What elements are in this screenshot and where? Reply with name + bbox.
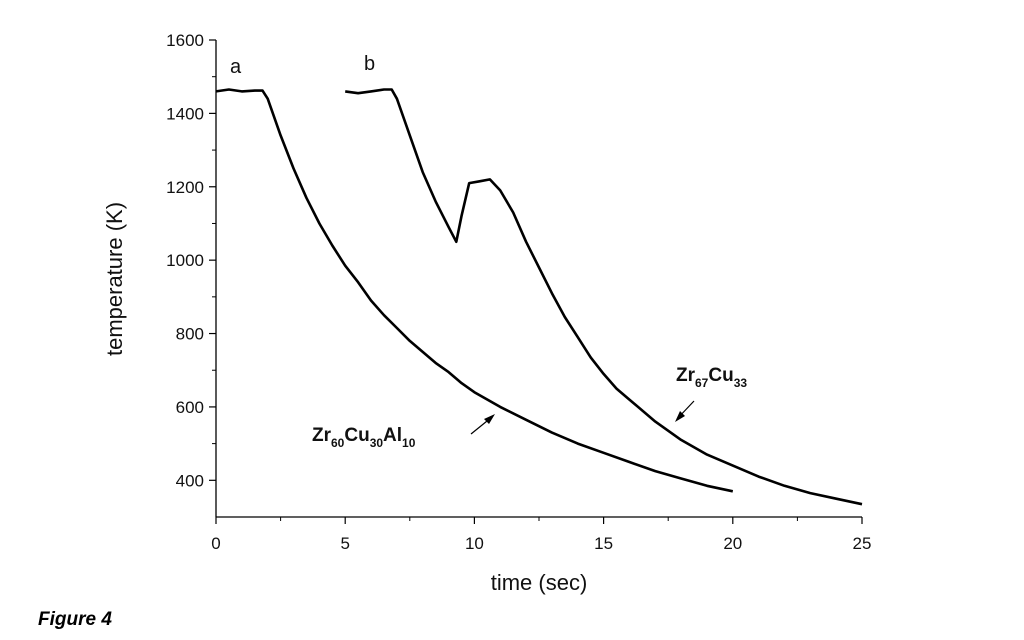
series-a-label: Zr60Cu30Al10 (312, 425, 416, 450)
series-b-label: Zr67Cu33 (676, 365, 747, 390)
x-tick-label: 0 (211, 534, 220, 553)
y-tick-label: 1400 (166, 104, 204, 123)
x-tick-label: 20 (723, 534, 742, 553)
x-tick-label: 15 (594, 534, 613, 553)
y-tick-label: 1200 (166, 178, 204, 197)
y-tick-label: 800 (176, 325, 204, 344)
series-a-tag: a (230, 56, 242, 78)
figure-caption: Figure 4 (38, 609, 112, 630)
y-axis-title: temperature (K) (102, 202, 127, 356)
series-b-line (345, 88, 863, 506)
y-tick-label: 1600 (166, 31, 204, 50)
x-axis-ticks: 0 5 10 15 20 25 (211, 517, 871, 553)
series-b-tag: b (364, 53, 375, 75)
series-a-pointer-arrow (470, 414, 495, 435)
x-tick-label: 25 (853, 534, 872, 553)
series-a-line (215, 88, 734, 493)
x-axis-title: time (sec) (491, 570, 588, 595)
x-tick-label: 5 (340, 534, 349, 553)
y-tick-label: 600 (176, 398, 204, 417)
y-axis-ticks: 400 600 800 1000 1200 1400 1600 (166, 31, 216, 490)
series-b-pointer-arrow (675, 400, 695, 422)
y-tick-label: 1000 (166, 251, 204, 270)
y-tick-label: 400 (176, 471, 204, 490)
x-tick-label: 10 (465, 534, 484, 553)
